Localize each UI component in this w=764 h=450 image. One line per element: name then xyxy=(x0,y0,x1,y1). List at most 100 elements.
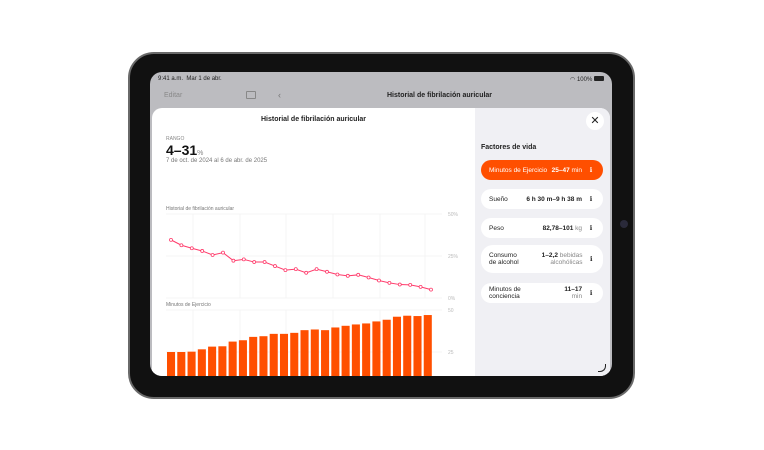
factor-label: Peso xyxy=(489,224,504,232)
range-unit: % xyxy=(197,150,204,157)
bar xyxy=(228,341,237,376)
data-point xyxy=(293,267,298,272)
factor-card[interactable]: Minutos de conciencia 11–17 min i xyxy=(481,283,603,303)
data-point xyxy=(231,258,236,263)
chart-title: Minutos de Ejercicio xyxy=(166,302,211,308)
factors-title: Factores de vida xyxy=(481,144,537,151)
bar xyxy=(167,352,176,376)
data-point xyxy=(169,237,173,242)
data-point xyxy=(397,282,402,287)
data-point xyxy=(283,268,288,273)
factor-label: Consumo de alcohol xyxy=(489,252,519,266)
factor-card[interactable]: Sueño 6 h 30 m–9 h 38 m i xyxy=(481,189,603,209)
bar xyxy=(197,349,206,376)
data-point xyxy=(387,280,392,285)
data-point xyxy=(273,264,277,268)
close-button[interactable]: ✕ xyxy=(586,112,604,130)
factor-card[interactable]: Consumo de alcohol 1–2,2 bebidas alcohóli… xyxy=(481,245,603,273)
factor-label: Sueño xyxy=(489,195,508,203)
detail-sheet: Historial de fibrilación auricular RANGO… xyxy=(152,108,610,376)
y-tick-label: 50 xyxy=(448,308,454,314)
bar xyxy=(279,333,289,376)
bar xyxy=(300,330,309,376)
factors-panel: ✕ Factores de vida Minutos de Ejercicio 2… xyxy=(475,108,610,376)
data-point xyxy=(241,257,246,262)
data-point xyxy=(366,275,371,280)
resize-handle[interactable] xyxy=(598,364,606,372)
data-point xyxy=(377,278,381,283)
info-icon[interactable]: i xyxy=(589,195,593,203)
bar xyxy=(290,332,299,376)
status-time: 9:41 a.m. xyxy=(158,76,184,82)
factor-label: Minutos de conciencia xyxy=(489,286,521,300)
factor-card[interactable]: Peso 82,78–101 kg i xyxy=(481,218,603,238)
info-icon[interactable]: i xyxy=(589,224,593,232)
factor-unit: kg xyxy=(575,224,582,232)
bar xyxy=(423,315,432,376)
bar xyxy=(403,315,412,376)
data-point xyxy=(262,260,267,264)
bar xyxy=(382,319,391,376)
sheet-title: Historial de fibrilación auricular xyxy=(260,116,367,123)
bar xyxy=(351,324,360,376)
data-point xyxy=(335,272,340,277)
data-point xyxy=(200,249,205,253)
bar xyxy=(259,336,268,376)
line-series xyxy=(170,239,432,291)
range-label: RANGO xyxy=(166,136,185,142)
battery-level: 100% xyxy=(576,77,593,83)
data-point xyxy=(189,246,194,251)
bar xyxy=(321,330,330,376)
charts: Historial de fibrilación auricular 50% 25%… xyxy=(166,206,459,376)
data-point xyxy=(325,269,329,274)
data-point xyxy=(314,267,319,272)
factor-unit: min xyxy=(571,166,582,174)
edit-button[interactable]: Editar xyxy=(164,92,183,99)
factor-unit: min xyxy=(571,293,583,300)
data-point xyxy=(252,260,257,264)
factor-unit: bebidas alcohólicas xyxy=(550,252,583,266)
bar xyxy=(392,316,401,376)
bar xyxy=(310,329,319,376)
sidebar-icon[interactable] xyxy=(246,91,256,99)
info-icon[interactable]: i xyxy=(589,289,593,297)
bar xyxy=(269,333,278,376)
factor-value: 25–47 min xyxy=(552,167,582,174)
factor-value: 6 h 30 m–9 h 38 m xyxy=(526,196,582,203)
data-point xyxy=(221,250,225,255)
y-tick-label: 25% xyxy=(448,254,459,260)
nav-bar: Editar ‹ Historial de fibrilación auricu… xyxy=(150,90,612,104)
bar xyxy=(331,327,340,376)
camera xyxy=(620,220,628,228)
bar xyxy=(208,346,217,376)
back-chevron-icon[interactable]: ‹ xyxy=(278,90,281,100)
data-point xyxy=(304,270,309,275)
factor-range: 82,78–101 xyxy=(542,224,574,232)
bar xyxy=(362,323,371,376)
chart-title: Historial de fibrilación auricular xyxy=(166,206,234,212)
factor-value: 82,78–101 kg xyxy=(543,225,582,232)
range-number: 4–31 xyxy=(166,142,198,158)
factor-card[interactable]: Minutos de Ejercicio 25–47 min i xyxy=(481,160,603,180)
factor-range: 1–2,2 xyxy=(541,252,558,259)
data-point xyxy=(356,272,361,277)
info-icon[interactable]: i xyxy=(590,255,593,263)
bar xyxy=(249,336,258,376)
factor-value: 1–2,2 bebidas alcohólicas xyxy=(523,252,583,266)
data-point xyxy=(345,273,350,278)
data-point xyxy=(418,285,423,289)
date-range: 7 de oct. de 2024 al 6 de abr. de 2025 xyxy=(166,158,268,164)
info-icon[interactable]: i xyxy=(589,166,593,174)
factor-value: 11–17 min xyxy=(552,286,582,300)
bar xyxy=(177,352,186,376)
bar xyxy=(187,351,196,376)
y-tick-label: 25 xyxy=(448,350,454,356)
wifi-icon: ◠ xyxy=(570,77,576,83)
bar xyxy=(238,340,247,376)
y-tick-label: 0% xyxy=(448,296,456,302)
bar xyxy=(413,316,422,376)
data-point xyxy=(179,243,184,248)
factor-range: 11–17 xyxy=(564,286,583,293)
screen: 9:41 a.m. Mar 1 de abr. ◠ 100% Editar ‹ … xyxy=(150,72,612,376)
factor-range: 25–47 xyxy=(551,166,570,174)
